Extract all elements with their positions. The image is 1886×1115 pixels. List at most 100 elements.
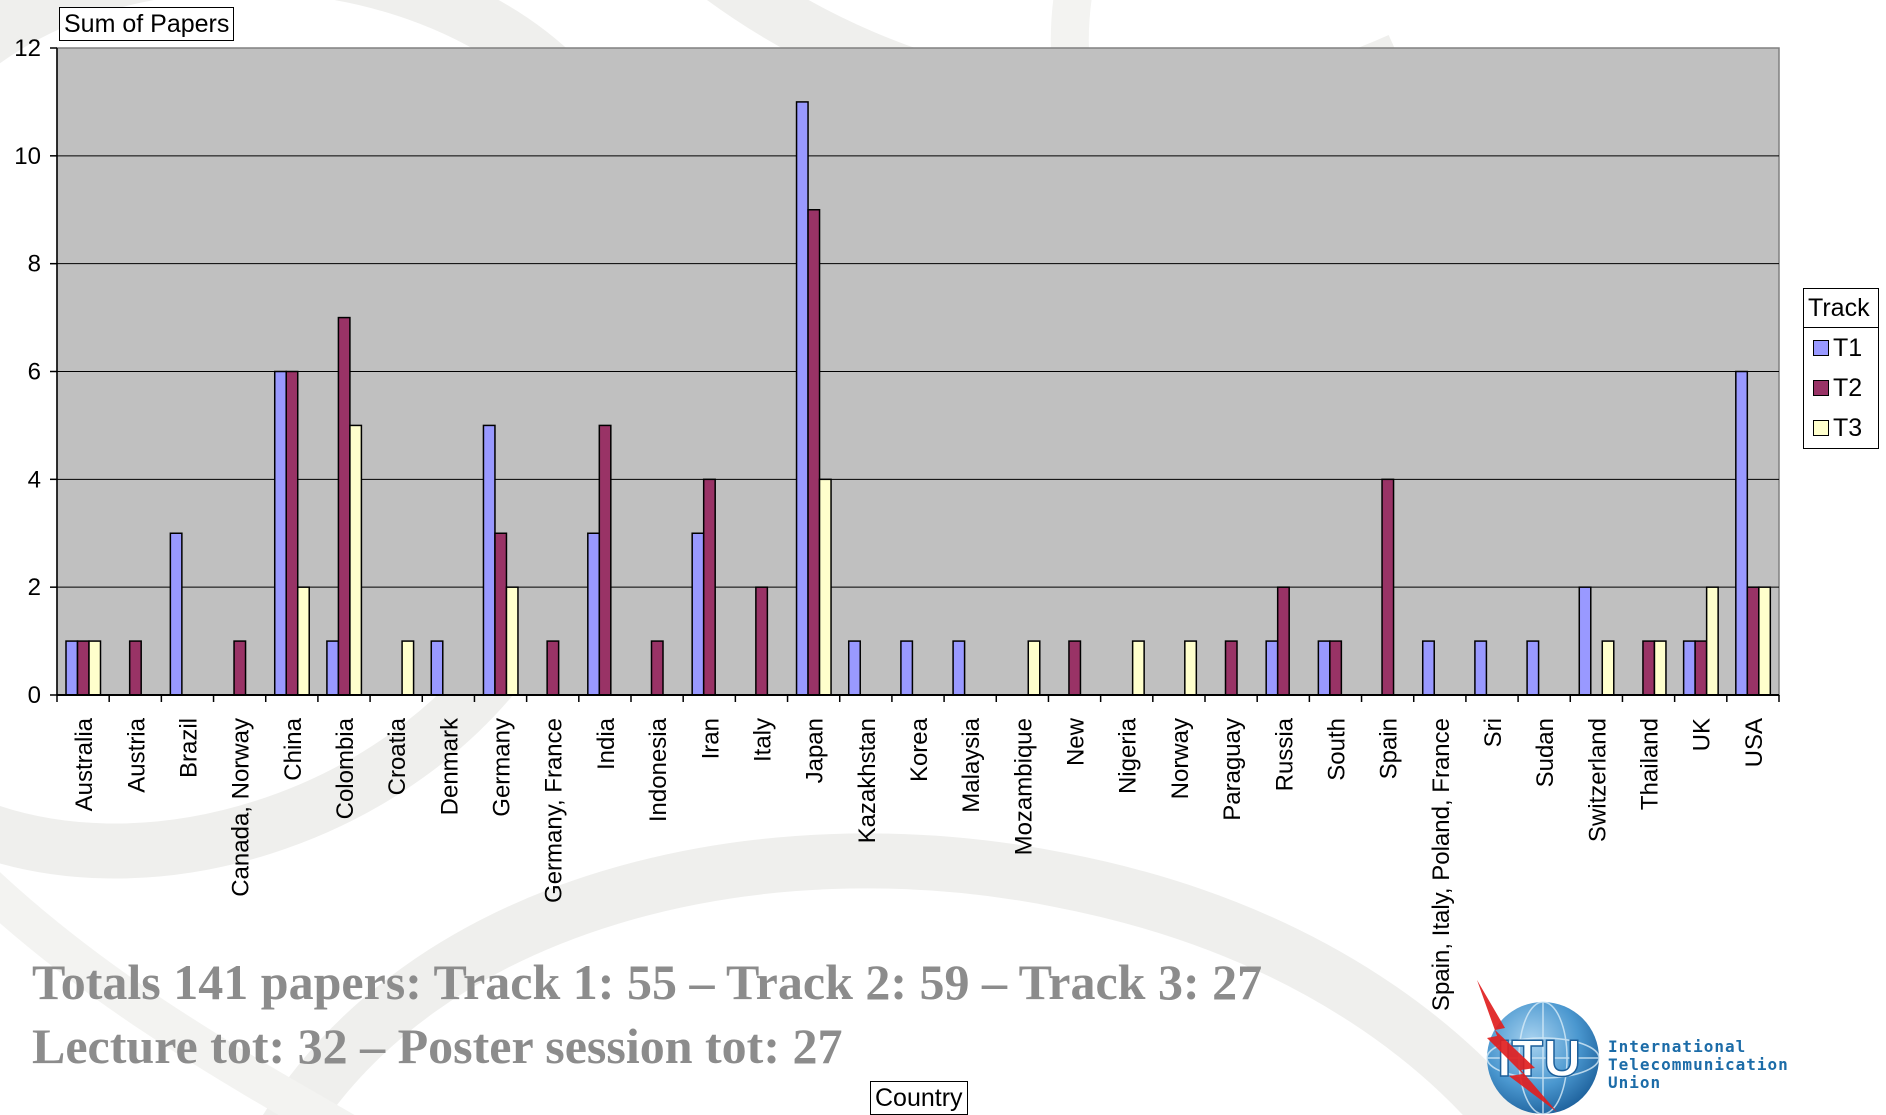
x-tick-label: Canada, Norway [228, 718, 255, 897]
x-tick-label: Croatia [384, 717, 411, 795]
bar-t1-china[interactable] [273, 370, 287, 696]
bar-t2-spain[interactable] [1381, 478, 1395, 696]
bar-t2-canada-norway[interactable] [233, 640, 247, 696]
x-tick-label: Thailand [1637, 718, 1664, 810]
bar-t1-colombia[interactable] [326, 640, 340, 696]
bar-t2-russia[interactable] [1276, 586, 1290, 696]
bar-t3-mozambique[interactable] [1027, 640, 1041, 696]
bar-t1-australia[interactable] [65, 640, 79, 696]
bar-t2-south[interactable] [1329, 640, 1343, 696]
bar-t1-japan[interactable] [795, 101, 809, 696]
itu-name-line-3: Union [1608, 1073, 1662, 1092]
x-tick-label: Italy [749, 718, 776, 762]
bar-t1-uk[interactable] [1682, 640, 1696, 696]
bar-t2-indonesia[interactable] [650, 640, 664, 696]
bar-t2-uk[interactable] [1694, 640, 1708, 696]
x-tick-label: Australia [71, 717, 98, 811]
x-tick-label: China [280, 717, 307, 780]
legend-swatch-t2 [1813, 380, 1829, 396]
bar-t1-iran[interactable] [691, 532, 705, 696]
legend-label-t2: T2 [1833, 373, 1863, 402]
bar-t2-india[interactable] [598, 424, 612, 696]
bar-t3-china[interactable] [296, 586, 310, 696]
summary-totals-text: Totals 141 papers: Track 1: 55 – Track 2… [32, 954, 1263, 1010]
x-tick-label: Switzerland [1584, 718, 1611, 842]
bar-t1-brazil[interactable] [169, 532, 183, 696]
x-tick-label: Denmark [436, 717, 463, 815]
legend-label-t1: T1 [1833, 333, 1863, 362]
x-tick-label: Kazakhstan [854, 718, 881, 843]
bar-t3-uk[interactable] [1705, 586, 1719, 696]
bar-t1-south[interactable] [1317, 640, 1331, 696]
x-tick-label: Germany [489, 718, 516, 817]
bar-t2-germany[interactable] [494, 532, 508, 696]
bar-t3-colombia[interactable] [349, 424, 363, 696]
bar-t1-kazakhstan[interactable] [847, 640, 861, 696]
bar-t3-croatia[interactable] [401, 640, 415, 696]
itu-name-line-2: Telecommunication [1608, 1055, 1789, 1074]
bar-t3-usa[interactable] [1758, 586, 1772, 696]
legend-item-t2: T2 [1804, 368, 1878, 408]
bar-t3-norway[interactable] [1184, 640, 1198, 696]
bar-t3-germany[interactable] [505, 586, 519, 696]
bar-t2-italy[interactable] [755, 586, 769, 696]
bar-t2-new[interactable] [1068, 640, 1082, 696]
x-tick-label: Indonesia [645, 717, 672, 822]
legend-title[interactable]: Track [1804, 289, 1878, 328]
legend-swatch-t1 [1813, 340, 1829, 356]
bar-t1-denmark[interactable] [430, 640, 444, 696]
x-tick-label: Korea [906, 717, 933, 782]
bar-t1-spain-italy-poland-france[interactable] [1421, 640, 1435, 696]
bar-t2-japan[interactable] [807, 209, 821, 696]
summary-sessions-text: Lecture tot: 32 – Poster session tot: 27 [32, 1018, 843, 1074]
x-tick-label: UK [1689, 718, 1716, 751]
bar-t1-sri[interactable] [1474, 640, 1488, 696]
bar-t1-switzerland[interactable] [1578, 586, 1592, 696]
legend-item-t3: T3 [1804, 408, 1878, 448]
bar-t2-germany-france[interactable] [546, 640, 560, 696]
bar-t1-usa[interactable] [1735, 370, 1749, 696]
x-tick-label: Germany, France [541, 718, 568, 903]
x-tick-label: South [1323, 718, 1350, 781]
x-tick-label: Sudan [1532, 718, 1559, 787]
x-tick-label: Austria [123, 717, 150, 792]
x-tick-label: USA [1741, 718, 1768, 767]
bar-t2-usa[interactable] [1746, 586, 1760, 696]
x-tick-label: Malaysia [958, 717, 985, 812]
data-field-button[interactable]: Sum of Papers [59, 7, 235, 41]
bar-t3-thailand[interactable] [1653, 640, 1667, 696]
bar-t3-nigeria[interactable] [1131, 640, 1145, 696]
legend-label-t3: T3 [1833, 413, 1863, 442]
itu-name: International Telecommunication Union [1608, 1038, 1789, 1092]
y-tick-label: 6 [28, 359, 41, 386]
bar-t1-sudan[interactable] [1526, 640, 1540, 696]
x-tick-label: New [1063, 717, 1090, 766]
y-tick-label: 4 [28, 466, 41, 493]
bar-t3-switzerland[interactable] [1601, 640, 1615, 696]
bar-t2-colombia[interactable] [337, 316, 351, 696]
bar-t2-paraguay[interactable] [1224, 640, 1238, 696]
itu-globe-logo: ITU [1477, 980, 1600, 1115]
axis-field-button[interactable]: Country [870, 1081, 968, 1115]
x-tick-label: Nigeria [1115, 717, 1142, 794]
x-tick-label: Spain [1376, 718, 1403, 779]
x-tick-label: Russia [1271, 717, 1298, 791]
bar-t1-india[interactable] [587, 532, 601, 696]
bar-t2-austria[interactable] [128, 640, 142, 696]
bar-t2-thailand[interactable] [1642, 640, 1656, 696]
y-tick-label: 0 [28, 682, 41, 709]
bar-t3-australia[interactable] [88, 640, 102, 696]
bar-t2-australia[interactable] [76, 640, 90, 696]
x-tick-label: Mozambique [1010, 718, 1037, 855]
bar-t1-korea[interactable] [900, 640, 914, 696]
bar-t1-malaysia[interactable] [952, 640, 966, 696]
bar-t2-china[interactable] [285, 370, 299, 696]
x-tick-label: Brazil [175, 718, 202, 778]
bar-t3-japan[interactable] [818, 478, 832, 696]
legend-swatch-t3 [1813, 420, 1829, 436]
bar-t1-russia[interactable] [1265, 640, 1279, 696]
bar-t2-iran[interactable] [702, 478, 716, 696]
bar-t1-germany[interactable] [482, 424, 496, 696]
x-tick-label: Norway [1167, 718, 1194, 799]
